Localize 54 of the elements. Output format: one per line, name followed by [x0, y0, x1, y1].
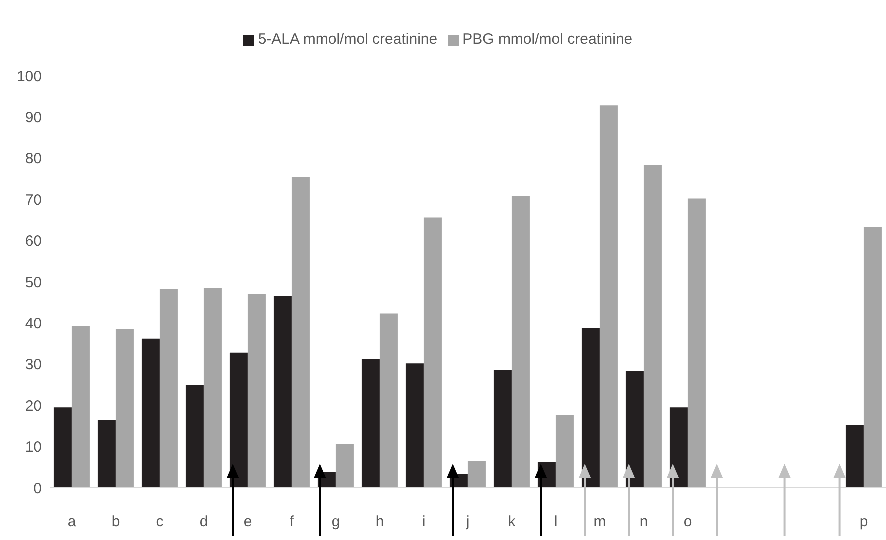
x-tick-label: p: [860, 514, 868, 531]
x-tick-label: f: [290, 514, 295, 531]
bar: [644, 165, 662, 488]
y-tick-label: 90: [25, 110, 42, 127]
legend-label: 5-ALA mmol/mol creatinine: [258, 31, 438, 48]
bar: [362, 359, 380, 488]
x-tick-label: a: [68, 514, 77, 531]
x-tick-label: j: [465, 514, 470, 531]
x-tick-label: n: [640, 514, 648, 531]
bar: [494, 370, 512, 488]
x-tick-label: h: [376, 514, 384, 531]
bar: [142, 338, 160, 488]
bar: [160, 289, 178, 488]
bar: [864, 227, 882, 488]
bar: [600, 106, 618, 488]
bar: [336, 444, 354, 488]
legend-label: PBG mmol/mol creatinine: [462, 31, 633, 48]
bar: [54, 408, 72, 488]
y-tick-label: 10: [25, 439, 42, 456]
y-tick-label: 80: [25, 150, 42, 168]
bar: [688, 198, 706, 488]
bar: [424, 218, 442, 488]
bar: [204, 288, 222, 488]
bar: [98, 420, 116, 488]
bar: [468, 461, 486, 488]
x-tick-label: k: [508, 514, 516, 531]
y-tick-label: 30: [25, 356, 42, 374]
x-tick-label: i: [422, 514, 426, 531]
y-tick-label: 70: [25, 192, 42, 209]
y-tick-label: 100: [16, 68, 42, 86]
bar: [72, 326, 90, 488]
y-tick-label: 50: [25, 274, 42, 292]
x-tick-label: l: [554, 514, 558, 531]
x-tick-label: b: [112, 514, 120, 531]
x-tick-label: g: [332, 514, 340, 531]
bar: [556, 415, 574, 488]
x-tick-label: e: [244, 514, 252, 531]
bar: [274, 296, 292, 488]
bar: [186, 385, 204, 488]
bar: [406, 364, 424, 488]
bar: [248, 294, 266, 488]
y-tick-label: 60: [25, 233, 42, 250]
x-tick-label: o: [684, 514, 692, 531]
bar: [380, 314, 398, 488]
x-tick-label: c: [156, 514, 164, 531]
y-tick-label: 40: [25, 316, 42, 333]
y-tick-label: 20: [25, 398, 42, 415]
bar: [116, 329, 134, 488]
bar: [846, 425, 864, 488]
bar: [512, 196, 530, 488]
y-tick-label: 0: [34, 480, 42, 498]
x-tick-label: d: [200, 514, 208, 531]
bar: [292, 176, 310, 488]
x-tick-label: m: [594, 514, 606, 531]
